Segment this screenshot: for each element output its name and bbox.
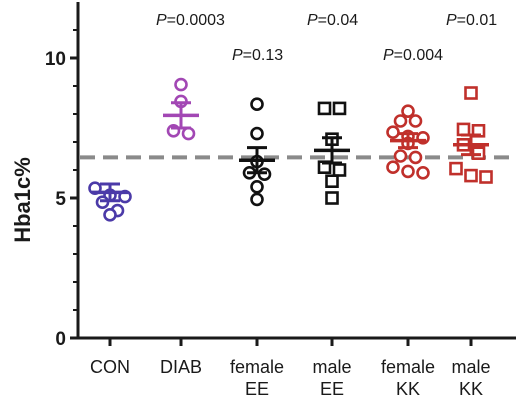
p-value: =0.01 — [457, 12, 498, 29]
data-point — [250, 97, 264, 111]
p-italic: P — [156, 12, 167, 29]
data-point — [103, 208, 117, 222]
group-con — [88, 181, 132, 222]
data-point — [386, 160, 400, 174]
data-point — [449, 161, 463, 176]
data-point — [317, 101, 332, 116]
data-point — [401, 164, 415, 179]
p-value: =0.0003 — [167, 12, 225, 29]
data-point — [416, 166, 430, 180]
category-label: male — [312, 357, 351, 377]
category-label: male — [451, 357, 490, 377]
p-italic: P — [383, 47, 394, 64]
p-value: =0.04 — [318, 12, 359, 29]
data-point — [464, 86, 478, 100]
p-italic: P — [307, 12, 318, 29]
data-point — [250, 126, 264, 141]
data-point — [250, 192, 264, 207]
axes: 0 5 10 — [45, 2, 516, 350]
p-value-label: P=0.0003 — [156, 12, 225, 29]
data-point — [386, 125, 400, 139]
data-point — [393, 114, 408, 128]
category-label: EE — [320, 379, 344, 399]
data-point — [332, 163, 347, 177]
y-tick-label: 10 — [45, 49, 66, 70]
data-groups — [88, 77, 493, 222]
p-value-label: P=0.13 — [232, 47, 283, 64]
p-value-label: P=0.04 — [307, 12, 358, 29]
data-point — [181, 126, 196, 141]
group-female-kk — [386, 104, 430, 180]
data-point — [401, 104, 415, 118]
y-axis-label: Hba1c% — [10, 157, 35, 243]
p-value-label: P=0.01 — [446, 12, 497, 29]
data-point — [174, 77, 188, 92]
data-point — [332, 101, 347, 116]
p-value: =0.13 — [243, 47, 284, 64]
p-value-label: P=0.004 — [383, 47, 443, 64]
group-diab — [163, 77, 199, 141]
p-italic: P — [446, 12, 457, 29]
category-label: female — [230, 357, 284, 377]
category-label: CON — [90, 357, 130, 377]
p-italic: P — [232, 47, 243, 64]
y-tick-label: 0 — [55, 329, 66, 350]
y-tick-label: 5 — [55, 189, 66, 210]
category-label: DIAB — [160, 357, 202, 377]
category-label: KK — [459, 379, 483, 399]
data-point — [250, 180, 264, 194]
group-male-ee — [314, 101, 350, 205]
group-female-ee — [239, 97, 275, 207]
data-point — [393, 149, 408, 163]
group-male-kk — [449, 86, 493, 184]
data-point — [464, 168, 478, 183]
data-point — [479, 170, 493, 184]
category-label: EE — [245, 379, 269, 399]
data-point — [325, 174, 339, 188]
category-label: KK — [396, 379, 420, 399]
data-point — [325, 191, 339, 205]
p-value: =0.004 — [394, 47, 443, 64]
data-point — [408, 114, 423, 128]
category-label: female — [381, 357, 435, 377]
data-point — [456, 122, 471, 137]
data-point — [408, 150, 423, 165]
